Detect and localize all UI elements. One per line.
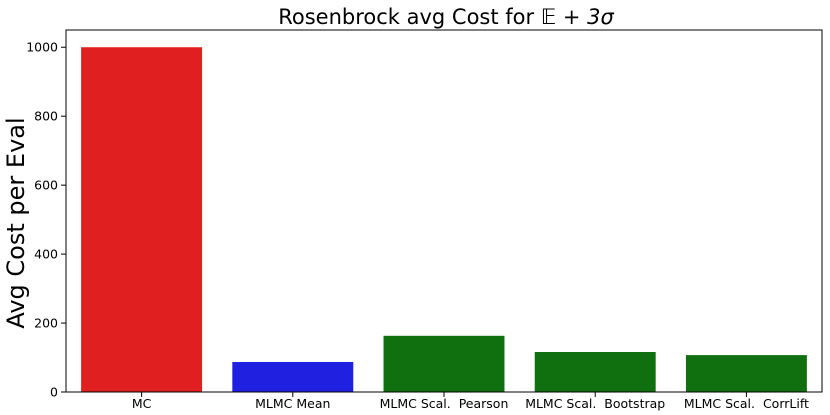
- bar-4: [685, 355, 807, 392]
- x-tick-label-4: MLMC Scal. CorrLift: [684, 396, 809, 411]
- bar-0: [81, 47, 203, 392]
- y-tick-label-2: 400: [34, 247, 58, 262]
- y-tick-label-5: 1000: [26, 40, 58, 55]
- plot-area: 0 200 400 600 800 1000 MC MLMC Mean MLMC Scal. P…: [26, 29, 823, 411]
- y-tick-label-3: 600: [34, 178, 58, 193]
- y-tick-label-1: 200: [34, 316, 58, 331]
- bar-2: [383, 335, 505, 392]
- chart-title-text: Rosenbrock avg Cost for: [278, 5, 541, 29]
- bar-3: [534, 352, 656, 392]
- y-tick-label-4: 800: [34, 109, 58, 124]
- chart-title-math: 𝔼 + 3σ: [541, 5, 615, 29]
- x-tick-label-2: MLMC Scal. Pearson: [380, 396, 509, 411]
- y-tick-label-0: 0: [50, 385, 58, 400]
- y-axis-label: Avg Cost per Eval: [2, 117, 30, 328]
- x-tick-label-3: MLMC Scal. Bootstrap: [525, 396, 665, 411]
- chart-title: Rosenbrock avg Cost for 𝔼 + 3σ: [278, 5, 614, 29]
- x-tick-label-0: MC: [132, 396, 152, 411]
- bar-1: [232, 362, 354, 392]
- x-tick-label-1: MLMC Mean: [255, 396, 330, 411]
